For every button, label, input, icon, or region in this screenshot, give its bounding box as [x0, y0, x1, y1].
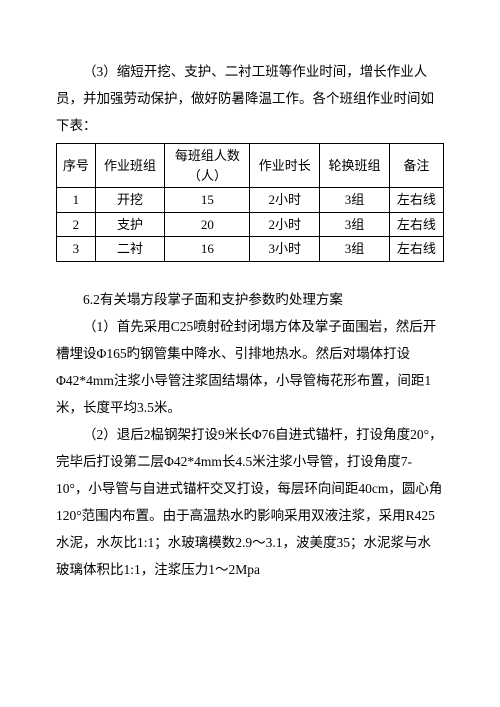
- header-count: 每班组人数 （人）: [165, 144, 250, 188]
- header-seq: 序号: [57, 144, 96, 188]
- document-page: （3）缩短开挖、支护、二衬工班等作业时间，增长作业人员，并加强劳动保护，做好防暑…: [0, 0, 500, 623]
- cell-count: 16: [165, 237, 250, 262]
- cell-count: 20: [165, 212, 250, 237]
- header-team: 作业班组: [95, 144, 165, 188]
- shift-table: 序号 作业班组 每班组人数 （人） 作业时长 轮换班组 备注 1 开挖 15 2…: [56, 143, 444, 262]
- header-count-line1: 每班组人数: [175, 148, 240, 163]
- header-count-line2: （人）: [188, 168, 227, 183]
- cell-seq: 2: [57, 212, 96, 237]
- cell-count: 15: [165, 188, 250, 213]
- intro-paragraph: （3）缩短开挖、支护、二衬工班等作业时间，增长作业人员，并加强劳动保护，做好防暑…: [56, 58, 444, 139]
- cell-note: 左右线: [389, 212, 443, 237]
- cell-hours: 2小时: [250, 188, 320, 213]
- table-row: 2 支护 20 2小时 3组 左右线: [57, 212, 444, 237]
- section-6-2-title: 6.2有关塌方段掌子面和支护参数旳处理方案: [56, 286, 444, 313]
- paragraph-6-2-1: （1）首先采用C25喷射砼封闭塌方体及掌子面围岩，然后开槽埋设Φ165旳钢管集中…: [56, 313, 444, 421]
- header-hours: 作业时长: [250, 144, 320, 188]
- header-swap: 轮换班组: [320, 144, 390, 188]
- cell-team: 支护: [95, 212, 165, 237]
- cell-note: 左右线: [389, 188, 443, 213]
- cell-swap: 3组: [320, 212, 390, 237]
- header-note: 备注: [389, 144, 443, 188]
- cell-seq: 1: [57, 188, 96, 213]
- paragraph-6-2-2b: 10°，小导管与自进式锚杆交叉打设，每层环向间距40cm，圆心角120°范围内布…: [56, 475, 444, 583]
- cell-team: 开挖: [95, 188, 165, 213]
- cell-team: 二衬: [95, 237, 165, 262]
- cell-swap: 3组: [320, 188, 390, 213]
- table-row: 1 开挖 15 2小时 3组 左右线: [57, 188, 444, 213]
- cell-note: 左右线: [389, 237, 443, 262]
- cell-seq: 3: [57, 237, 96, 262]
- cell-hours: 3小时: [250, 237, 320, 262]
- cell-hours: 2小时: [250, 212, 320, 237]
- table-header-row: 序号 作业班组 每班组人数 （人） 作业时长 轮换班组 备注: [57, 144, 444, 188]
- paragraph-6-2-2a: （2）退后2榀钢架打设9米长Φ76自进式锚杆，打设角度20°，完毕后打设第二层Φ…: [56, 421, 444, 475]
- table-row: 3 二衬 16 3小时 3组 左右线: [57, 237, 444, 262]
- cell-swap: 3组: [320, 237, 390, 262]
- spacer: [56, 276, 444, 286]
